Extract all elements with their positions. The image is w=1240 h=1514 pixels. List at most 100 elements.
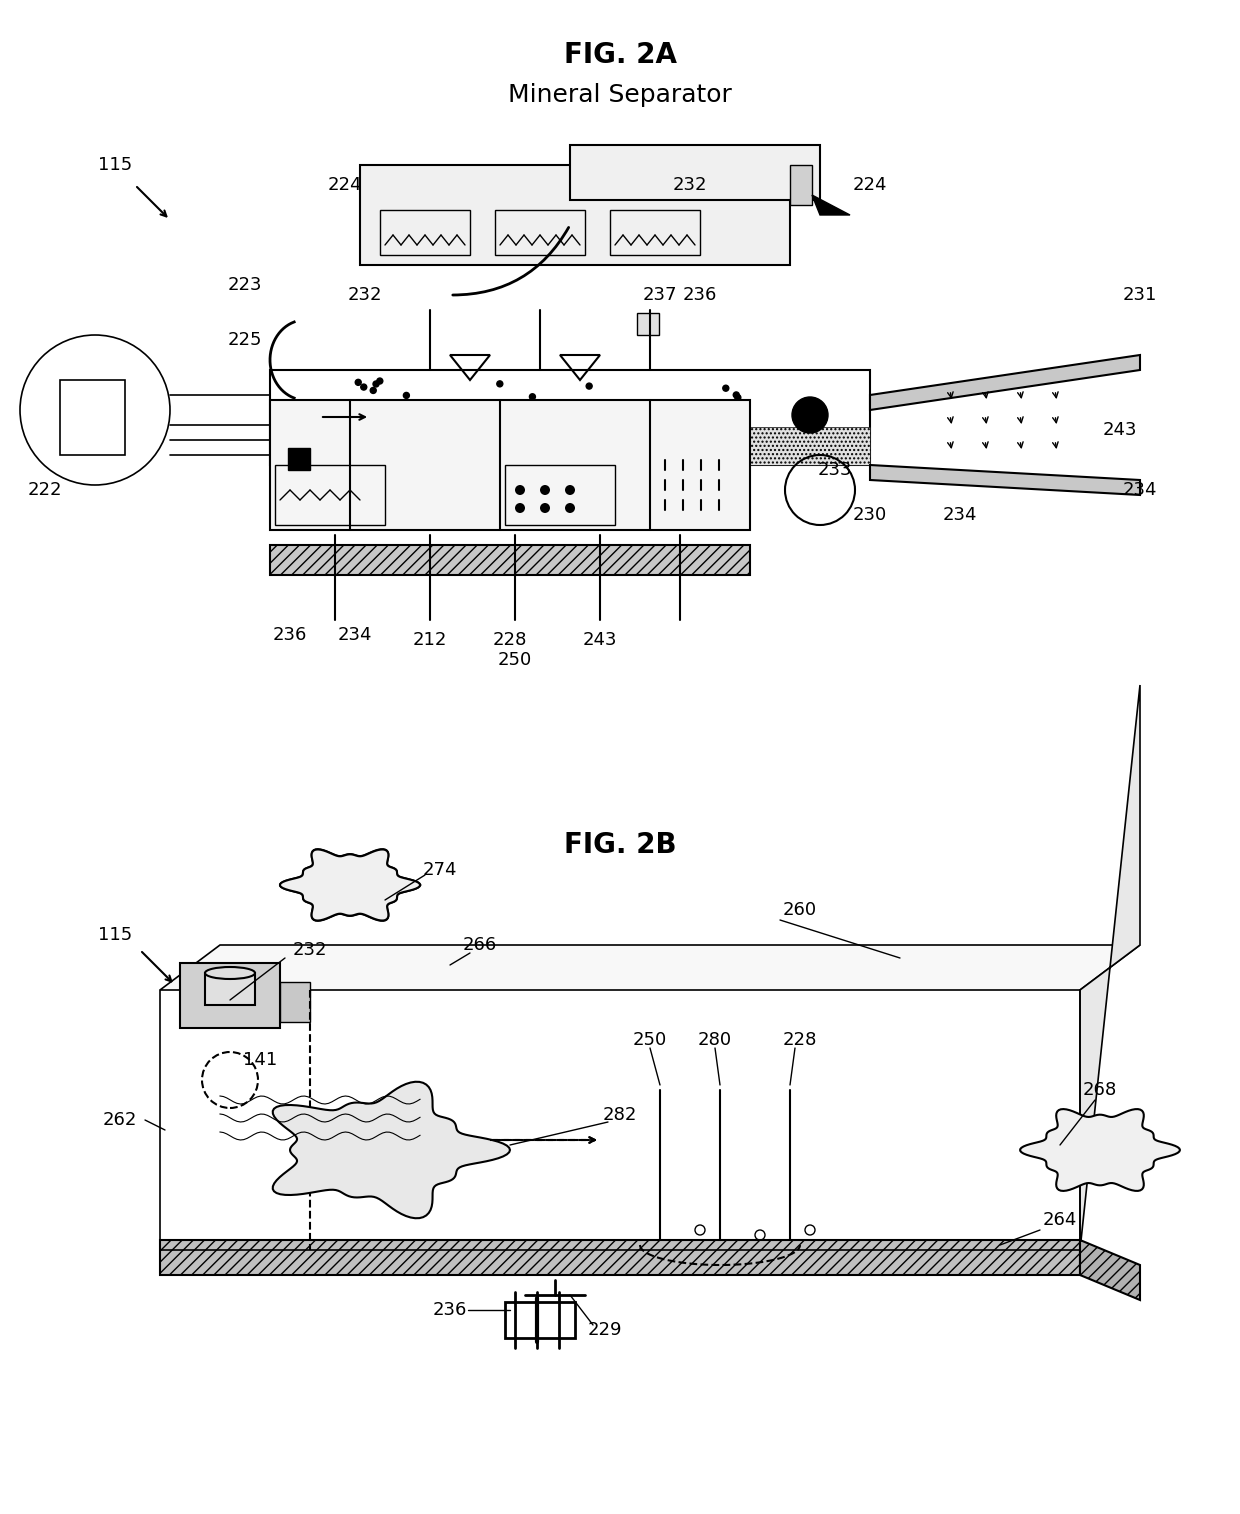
Circle shape	[450, 403, 456, 409]
Circle shape	[584, 451, 590, 457]
Circle shape	[355, 380, 361, 386]
Text: 115: 115	[98, 927, 133, 945]
Circle shape	[365, 430, 371, 436]
Circle shape	[723, 385, 729, 391]
Bar	[360, 165, 790, 265]
Text: 141: 141	[243, 1051, 277, 1069]
Circle shape	[427, 415, 433, 421]
Bar	[280, 983, 310, 1022]
Polygon shape	[160, 945, 1140, 990]
Text: 234: 234	[337, 625, 372, 643]
Text: 236: 236	[433, 1301, 467, 1319]
Text: 231: 231	[1122, 286, 1157, 304]
Text: 262: 262	[103, 1111, 138, 1129]
Circle shape	[588, 400, 594, 406]
Bar	[505, 465, 615, 525]
Text: 232: 232	[673, 176, 707, 194]
Circle shape	[515, 484, 525, 495]
Text: 274: 274	[423, 861, 458, 880]
Circle shape	[396, 416, 402, 422]
Bar	[60, 380, 125, 456]
Bar	[570, 145, 820, 200]
Text: 228: 228	[492, 631, 527, 650]
Polygon shape	[280, 849, 420, 921]
Circle shape	[565, 503, 575, 513]
Circle shape	[403, 392, 409, 398]
Circle shape	[590, 442, 596, 448]
Text: 236: 236	[683, 286, 717, 304]
Text: 115: 115	[98, 156, 133, 174]
Text: FIG. 2B: FIG. 2B	[564, 831, 676, 858]
Circle shape	[464, 427, 470, 433]
Circle shape	[377, 378, 383, 385]
Circle shape	[515, 503, 525, 513]
Text: 266: 266	[463, 936, 497, 954]
Circle shape	[409, 442, 415, 448]
Circle shape	[371, 388, 376, 394]
Circle shape	[640, 409, 646, 415]
Text: 264: 264	[1043, 1211, 1078, 1229]
Circle shape	[587, 383, 593, 389]
Circle shape	[735, 395, 740, 401]
Circle shape	[539, 503, 551, 513]
Circle shape	[469, 447, 475, 453]
Text: 233: 233	[817, 460, 852, 478]
Circle shape	[565, 441, 572, 447]
Bar	[637, 313, 658, 335]
Circle shape	[459, 413, 465, 419]
Text: 250: 250	[632, 1031, 667, 1049]
Text: FIG. 2A: FIG. 2A	[563, 41, 677, 70]
Text: 232: 232	[293, 942, 327, 958]
Text: 229: 229	[588, 1322, 622, 1338]
Circle shape	[539, 484, 551, 495]
Circle shape	[591, 444, 598, 450]
Polygon shape	[1080, 684, 1140, 1251]
Text: 212: 212	[413, 631, 448, 650]
Circle shape	[529, 394, 536, 400]
Bar	[180, 963, 280, 1028]
Circle shape	[678, 427, 684, 433]
Circle shape	[680, 439, 686, 445]
Text: 237: 237	[642, 286, 677, 304]
Bar	[379, 210, 470, 254]
Polygon shape	[870, 465, 1140, 495]
Bar	[505, 1302, 575, 1338]
Bar	[205, 974, 255, 1005]
Polygon shape	[1080, 1240, 1140, 1301]
Bar	[495, 210, 585, 254]
Bar	[270, 400, 750, 530]
Circle shape	[469, 413, 475, 419]
Circle shape	[373, 382, 379, 388]
Circle shape	[497, 382, 502, 388]
Bar	[270, 427, 870, 465]
Circle shape	[733, 392, 739, 398]
Circle shape	[565, 484, 575, 495]
Text: 230: 230	[853, 506, 887, 524]
Circle shape	[382, 439, 388, 445]
Bar	[275, 465, 384, 525]
Circle shape	[621, 421, 626, 427]
Text: 243: 243	[583, 631, 618, 650]
Text: 280: 280	[698, 1031, 732, 1049]
Bar	[270, 545, 750, 575]
Text: 223: 223	[228, 276, 262, 294]
Text: 268: 268	[1083, 1081, 1117, 1099]
Text: Mineral Separator: Mineral Separator	[508, 83, 732, 107]
Bar	[160, 1240, 1080, 1275]
Text: 282: 282	[603, 1107, 637, 1123]
Circle shape	[520, 433, 526, 438]
Circle shape	[419, 441, 425, 447]
Polygon shape	[273, 1083, 510, 1219]
Text: 234: 234	[1122, 481, 1157, 500]
Text: 260: 260	[782, 901, 817, 919]
Circle shape	[792, 397, 828, 433]
Circle shape	[361, 385, 367, 391]
Text: 224: 224	[853, 176, 888, 194]
Bar	[288, 448, 310, 469]
Bar	[790, 165, 812, 204]
Text: 222: 222	[27, 481, 62, 500]
Text: 234: 234	[942, 506, 977, 524]
Circle shape	[502, 435, 508, 441]
Text: 224: 224	[327, 176, 362, 194]
Circle shape	[471, 415, 477, 421]
